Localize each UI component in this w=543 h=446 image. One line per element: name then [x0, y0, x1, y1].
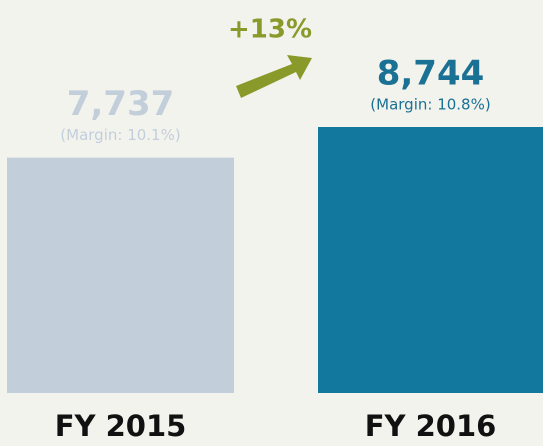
margin-label: (Margin: 10.1%)	[60, 126, 180, 144]
change-label: +13%	[228, 15, 312, 45]
value-label: 7,737	[67, 84, 175, 124]
x-tick-label: FY 2015	[55, 409, 187, 443]
growth-arrow	[236, 55, 312, 98]
x-tick-label: FY 2016	[365, 409, 497, 443]
bar	[7, 157, 234, 393]
margin-label: (Margin: 10.8%)	[370, 96, 490, 114]
value-label: 8,744	[377, 54, 485, 94]
bar	[318, 127, 543, 393]
